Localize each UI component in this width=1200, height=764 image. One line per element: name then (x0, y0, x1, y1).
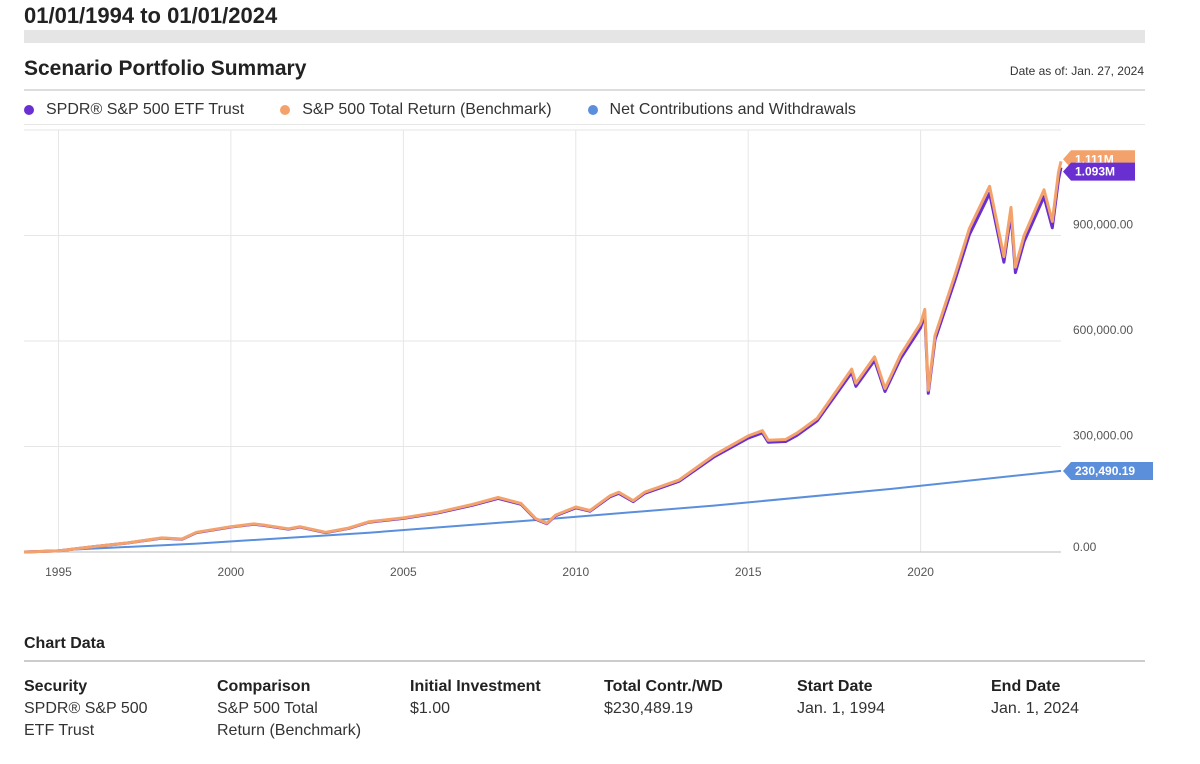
end-value-tag-contributions-bg (1063, 461, 1153, 480)
column-header: Start Date (797, 678, 873, 695)
date-range-title: 01/01/1994 to 01/01/2024 (24, 3, 278, 28)
divider (24, 660, 1145, 662)
column-value: $1.00 (410, 700, 451, 717)
legend-label: S&P 500 Total Return (Benchmark) (302, 101, 552, 118)
date-as-of: Date as of: Jan. 27, 2024 (1009, 64, 1144, 78)
column-value: Return (Benchmark) (217, 722, 362, 739)
chart-data-column-comparison: Comparison S&P 500 Total Return (Benchma… (217, 676, 361, 742)
column-header: Initial Investment (410, 678, 541, 695)
legend-dot-icon (587, 105, 598, 115)
line-chart[interactable]: 1995 2000 2005 2010 2015 2020 0.00 300,000.00 60… (0, 125, 1200, 595)
y-tick-label: 0.00 (1073, 540, 1097, 554)
legend-label: SPDR® S&P 500 ETF Trust (46, 101, 245, 118)
column-header: End Date (991, 678, 1061, 695)
column-header: Total Contr./WD (604, 678, 723, 695)
column-value: Jan. 1, 2024 (991, 700, 1080, 717)
chart-data-column-security: Security SPDR® S&P 500 ETF Trust (24, 676, 148, 742)
header-band (24, 30, 1145, 43)
legend-label: Net Contributions and Withdrawals (609, 101, 856, 118)
x-tick-label: 2010 (562, 565, 589, 579)
x-tick-label: 2015 (735, 565, 762, 579)
x-tick-label: 2000 (218, 565, 245, 579)
column-value: ETF Trust (24, 722, 95, 739)
chart-data-column-start-date: Start Date Jan. 1, 1994 (797, 676, 885, 720)
end-value-tag-spy-label: 1.093M (1075, 165, 1115, 179)
x-tick-label: 1995 (45, 565, 72, 579)
column-value: $230,489.19 (604, 700, 693, 717)
chart-data-title: Chart Data (24, 635, 105, 652)
column-value: Jan. 1, 1994 (797, 700, 886, 717)
end-value-tag-contributions-label: 230,490.19 (1075, 464, 1135, 478)
legend-dot-icon (280, 105, 291, 115)
chart-data-column-end-date: End Date Jan. 1, 2024 (991, 676, 1079, 720)
chart-data-column-total-contributions: Total Contr./WD $230,489.19 (604, 676, 723, 720)
end-value-tag-spy-bg (1063, 162, 1135, 181)
page-title: Scenario Portfolio Summary (24, 57, 307, 80)
x-tick-label: 2020 (907, 565, 934, 579)
divider (24, 89, 1145, 91)
legend-item-contributions[interactable]: Net Contributions and Withdrawals (587, 101, 856, 119)
column-value: SPDR® S&P 500 (24, 700, 148, 717)
x-tick-label: 2005 (390, 565, 417, 579)
divider (24, 124, 1145, 125)
column-header: Security (24, 678, 88, 695)
y-tick-label: 600,000.00 (1073, 323, 1133, 337)
y-tick-label: 900,000.00 (1073, 218, 1133, 232)
legend-item-benchmark[interactable]: S&P 500 Total Return (Benchmark) (280, 101, 552, 119)
chart-legend: SPDR® S&P 500 ETF Trust S&P 500 Total Re… (24, 100, 892, 120)
series-line-spy (23, 167, 1063, 554)
column-value: S&P 500 Total (217, 700, 318, 717)
column-header: Comparison (217, 678, 311, 695)
y-tick-label: 300,000.00 (1073, 429, 1133, 443)
legend-item-spy[interactable]: SPDR® S&P 500 ETF Trust (24, 101, 244, 119)
series-line-benchmark (23, 160, 1063, 554)
chart-data-column-initial-investment: Initial Investment $1.00 (410, 676, 541, 720)
legend-dot-icon (24, 105, 34, 115)
